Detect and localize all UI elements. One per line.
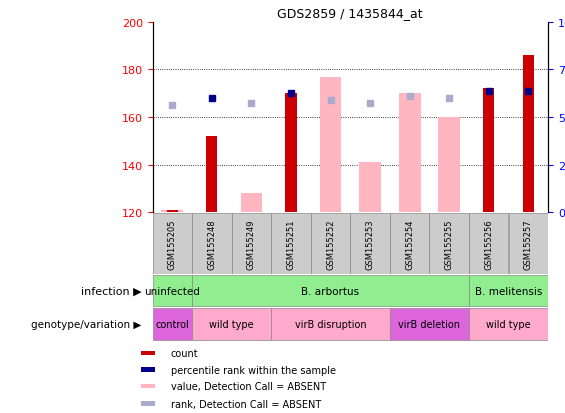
Bar	[311, 213, 350, 274]
Bar	[192, 275, 469, 307]
Bar	[206, 137, 218, 213]
Bar	[483, 89, 494, 213]
Bar	[390, 213, 429, 274]
Bar	[350, 213, 390, 274]
Bar	[153, 213, 192, 274]
Bar	[271, 213, 311, 274]
Text: GSM155248: GSM155248	[207, 218, 216, 269]
Text: GSM155254: GSM155254	[405, 218, 414, 269]
Text: infection ▶: infection ▶	[81, 286, 141, 296]
Text: GSM155252: GSM155252	[326, 218, 335, 269]
Text: percentile rank within the sample: percentile rank within the sample	[171, 365, 336, 375]
Text: GSM155255: GSM155255	[445, 218, 454, 269]
Text: GSM155256: GSM155256	[484, 218, 493, 269]
Bar	[469, 309, 548, 340]
Bar	[271, 309, 390, 340]
Bar	[508, 213, 548, 274]
Text: GSM155205: GSM155205	[168, 218, 177, 269]
Bar	[285, 94, 297, 213]
Bar	[438, 118, 460, 213]
Text: wild type: wild type	[486, 319, 531, 329]
Text: GSM155249: GSM155249	[247, 218, 256, 269]
Bar	[192, 213, 232, 274]
Bar	[192, 309, 271, 340]
Bar	[141, 368, 155, 372]
Bar	[141, 351, 155, 355]
Bar	[320, 77, 341, 213]
Title: GDS2859 / 1435844_at: GDS2859 / 1435844_at	[277, 7, 423, 20]
Bar	[359, 163, 381, 213]
Text: GSM155257: GSM155257	[524, 218, 533, 269]
Bar	[469, 213, 508, 274]
Text: virB disruption: virB disruption	[295, 319, 366, 329]
Bar	[232, 213, 271, 274]
Text: GSM155251: GSM155251	[286, 218, 295, 269]
Text: control: control	[155, 319, 189, 329]
Bar	[469, 275, 548, 307]
Text: rank, Detection Call = ABSENT: rank, Detection Call = ABSENT	[171, 399, 321, 408]
Text: wild type: wild type	[210, 319, 254, 329]
Bar	[153, 309, 192, 340]
Bar	[167, 210, 178, 213]
Bar	[399, 94, 420, 213]
Bar	[390, 309, 469, 340]
Text: virB deletion: virB deletion	[398, 319, 460, 329]
Bar	[429, 213, 469, 274]
Text: genotype/variation ▶: genotype/variation ▶	[31, 319, 141, 329]
Text: count: count	[171, 348, 198, 358]
Bar	[141, 401, 155, 406]
Bar	[153, 275, 192, 307]
Bar	[241, 194, 262, 213]
Text: B. arbortus: B. arbortus	[302, 286, 359, 296]
Text: value, Detection Call = ABSENT: value, Detection Call = ABSENT	[171, 381, 326, 391]
Bar	[162, 210, 183, 213]
Bar	[523, 56, 534, 213]
Text: uninfected: uninfected	[145, 286, 200, 296]
Text: GSM155253: GSM155253	[366, 218, 375, 269]
Text: B. melitensis: B. melitensis	[475, 286, 542, 296]
Bar	[141, 384, 155, 388]
